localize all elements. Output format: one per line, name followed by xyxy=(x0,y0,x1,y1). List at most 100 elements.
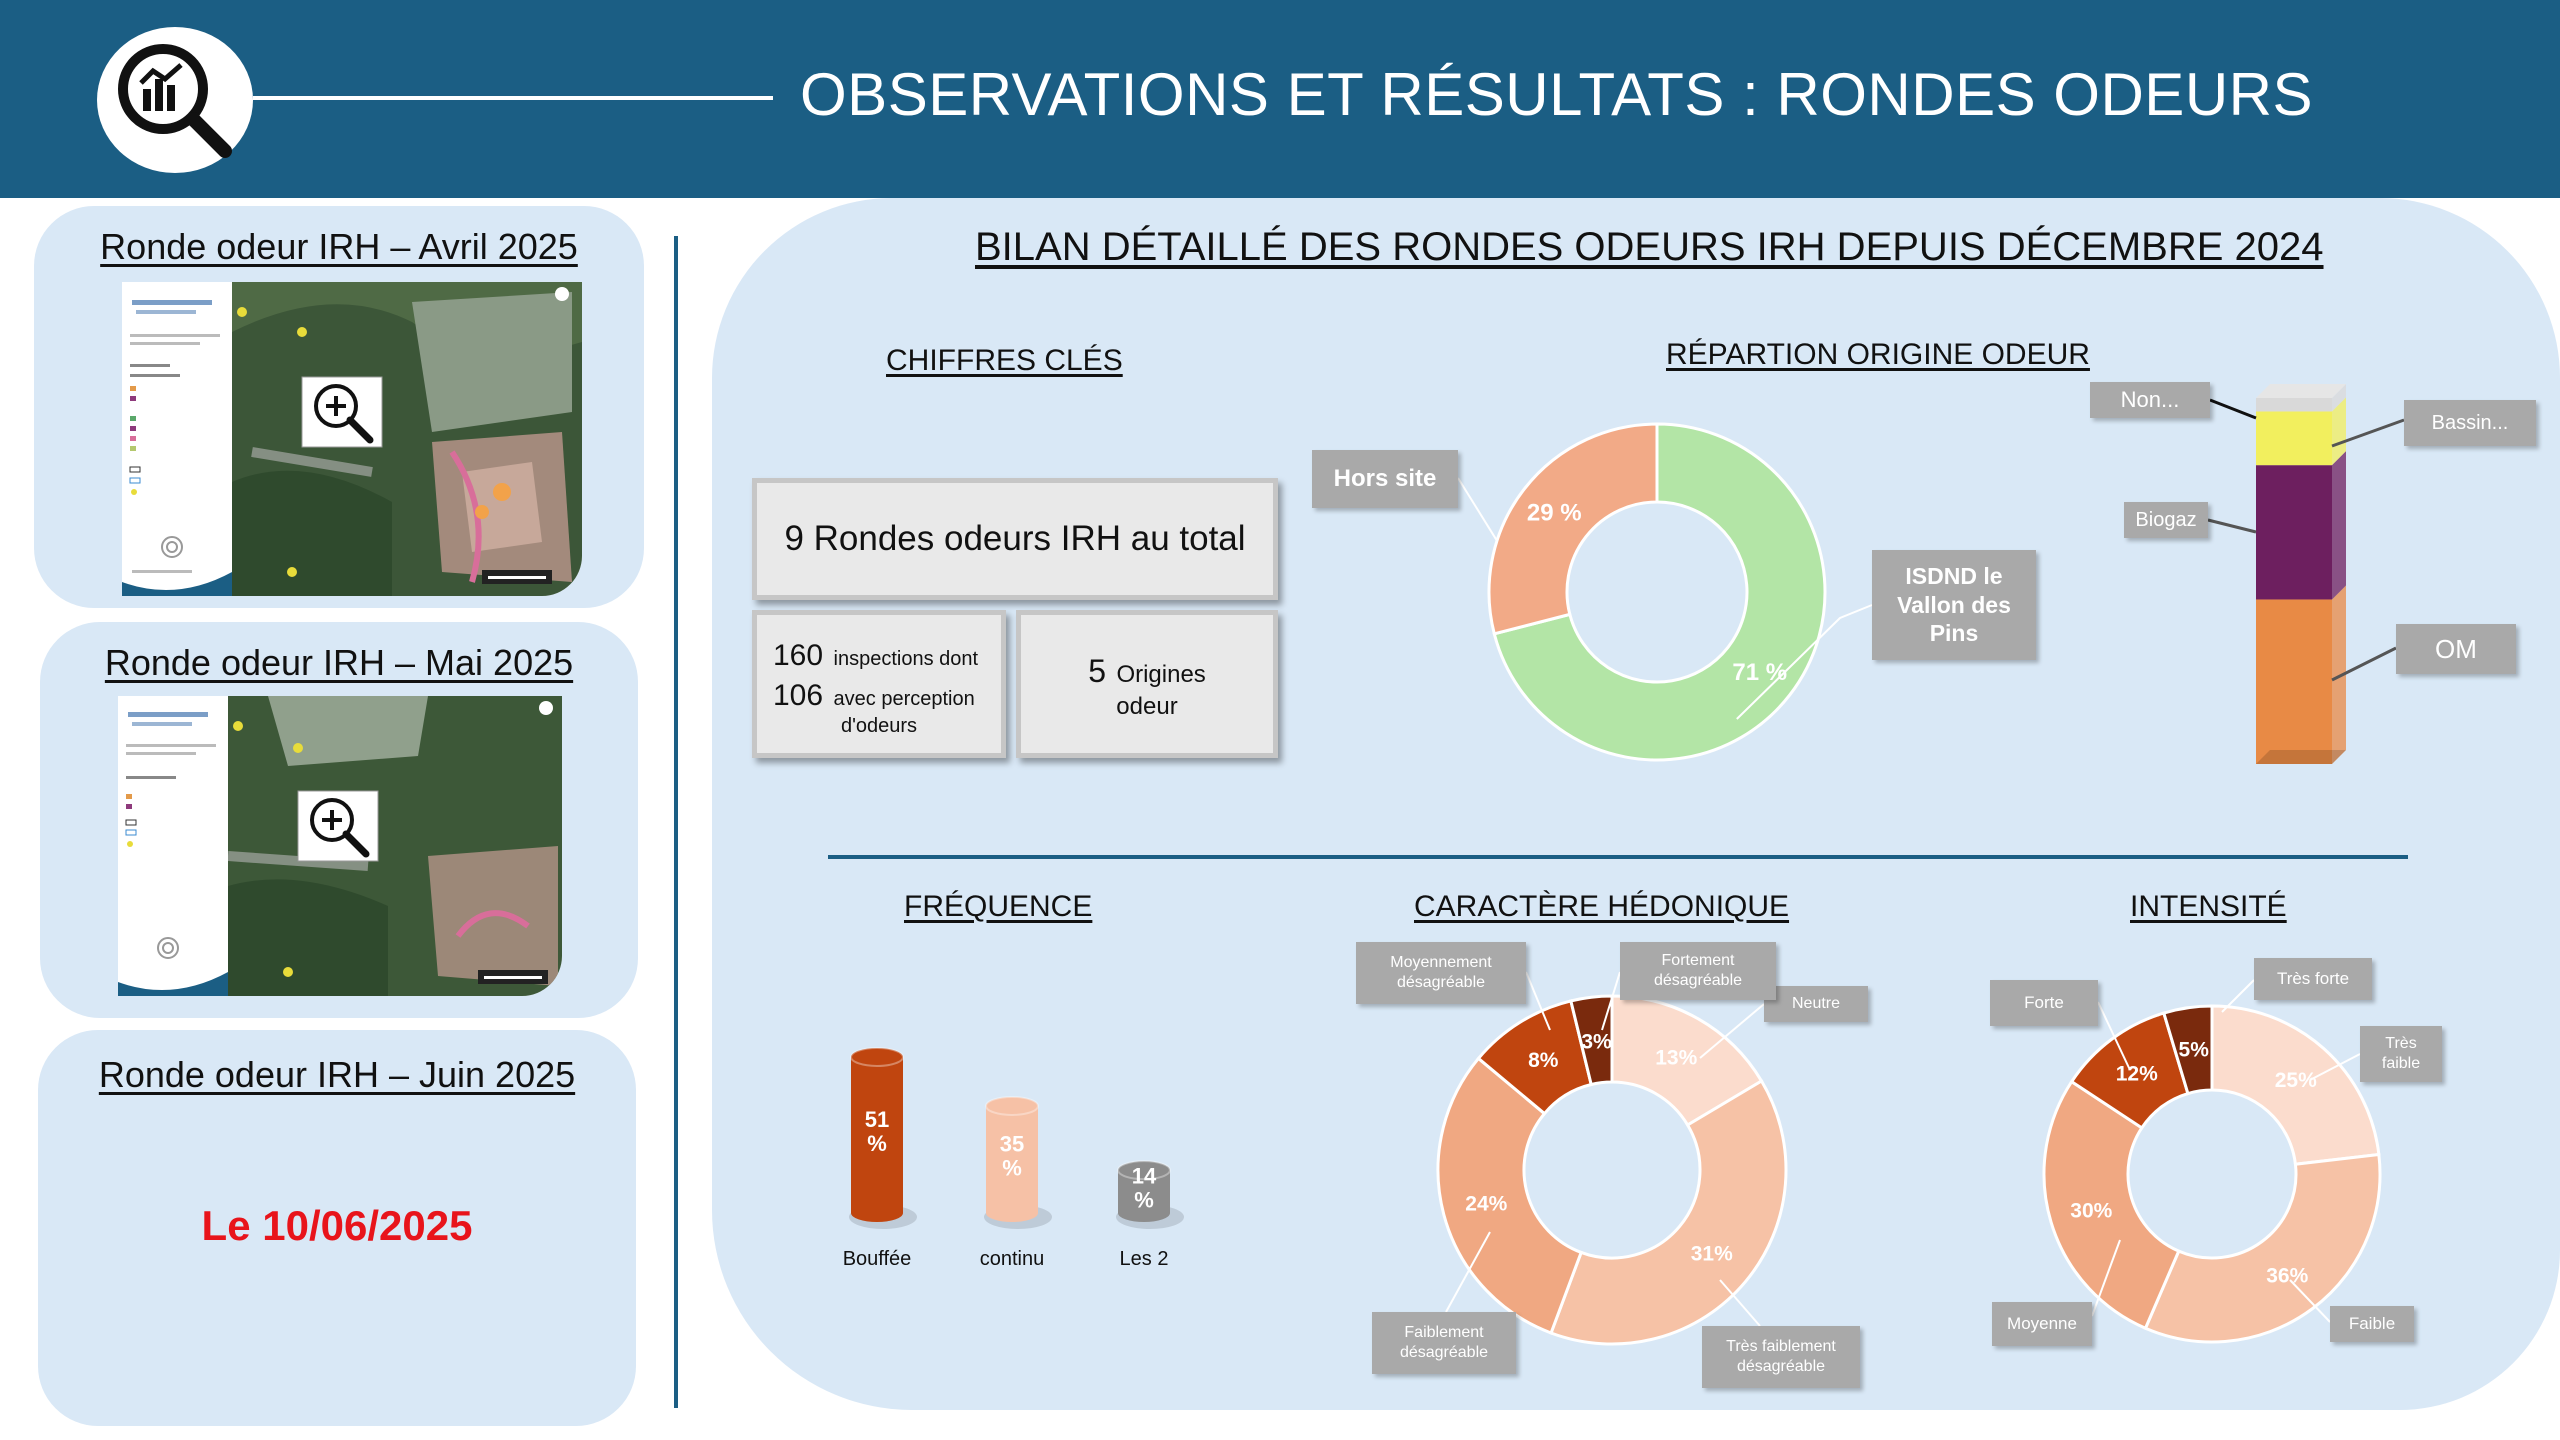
frequency-category-les-2: Les 2 xyxy=(1120,1248,1169,1270)
origin-label-hors-site: 29 % xyxy=(1527,500,1582,527)
frequency-value-continu: 35% xyxy=(1000,1131,1024,1180)
hedonic-callout-fortement-desagreable: Fortement désagréable xyxy=(1620,942,1776,1000)
map-legend xyxy=(122,282,232,596)
hedonic-label-moyennement-desagreable: 8% xyxy=(1528,1049,1559,1072)
frequency-value-les-2: 14% xyxy=(1132,1164,1157,1213)
perception-label: avec perception xyxy=(833,688,975,710)
intensity-callout-forte: Forte xyxy=(1990,980,2098,1026)
map-legend xyxy=(118,696,228,996)
header-rule xyxy=(253,96,773,100)
stack-callout-om: OM xyxy=(2396,624,2516,674)
stack-callout-bassin: Bassin... xyxy=(2404,400,2536,446)
stack-leader-non xyxy=(2209,398,2257,420)
intensity-leader-faible xyxy=(2289,1279,2331,1323)
total-rounds-text: 9 Rondes odeurs IRH au total xyxy=(784,519,1246,558)
intensity-callout-tres-forte: Très forte xyxy=(2254,958,2372,1000)
stack-segment-om xyxy=(2256,599,2332,764)
vertical-divider xyxy=(674,236,678,1408)
hedonic-callout-tres-faiblement-desagreable: Très faiblement désagréable xyxy=(1702,1326,1860,1388)
stack-callout-biogaz: Biogaz xyxy=(2124,502,2208,538)
intensity-label-moyenne: 30% xyxy=(2070,1199,2112,1222)
frequency-bar-top-les-2 xyxy=(1117,1160,1171,1181)
hedonic-slice-faiblement-desagreable xyxy=(1436,1056,1584,1335)
intensity-label-forte: 12% xyxy=(2116,1062,2158,1085)
card-title-juin: Ronde odeur IRH – Juin 2025 xyxy=(98,1054,576,1095)
page-title: OBSERVATIONS ET RÉSULTATS : RONDES ODEUR… xyxy=(800,61,2313,128)
hedonic-leader-tres-faiblement-desagreable xyxy=(1719,1279,1761,1327)
hedonic-callout-neutre: Neutre xyxy=(1764,986,1868,1022)
frequency-bar-top-continu xyxy=(985,1095,1039,1116)
intensity-leader-tres-forte xyxy=(2221,979,2255,1013)
hedonic-leader-moyennement-desagreable xyxy=(1525,971,1551,1031)
total-rounds-box: 9 Rondes odeurs IRH au total xyxy=(752,478,1278,600)
inspections-box: 160 inspections dont 106 avec perception… xyxy=(752,610,1006,758)
intensity-label-tres-forte: 5% xyxy=(2179,1039,2210,1062)
frequency-category-continu: continu xyxy=(980,1248,1045,1270)
intensity-slice-tres-faible xyxy=(2210,1004,2381,1166)
origin-chart-title: RÉPARTION ORIGINE ODEUR xyxy=(1666,338,2090,371)
hedonic-leader-fortement-desagreable xyxy=(1601,971,1621,1031)
origin-label-isdnd-le-vallon-des-pins: 71 % xyxy=(1732,659,1787,686)
stack-segment-side-biogaz xyxy=(2332,451,2346,600)
map-thumbnail-mai[interactable] xyxy=(118,696,562,996)
intensity-slice-tres-forte xyxy=(2161,1004,2214,1096)
intensity-leader-moyenne xyxy=(2091,1239,2121,1317)
hedonic-label-tres-faiblement-desagreable: 31% xyxy=(1691,1243,1733,1266)
hedonic-leader-neutre xyxy=(1699,1003,1765,1059)
stack-leader-om xyxy=(2331,646,2397,682)
hedonic-label-faiblement-desagreable: 24% xyxy=(1465,1193,1507,1216)
perception-label-2: d'odeurs xyxy=(840,715,918,737)
card-title-mai: Ronde odeur IRH – Mai 2025 xyxy=(104,642,574,683)
intensity-label-tres-faible: 25% xyxy=(2275,1069,2317,1092)
origin-slice-hors-site xyxy=(1487,422,1659,636)
intensity-callout-faible: Faible xyxy=(2330,1306,2414,1342)
origin-leader-isdnd-le-vallon-des-pins xyxy=(1736,604,1873,720)
stack-segment-bassin xyxy=(2256,411,2332,466)
stack-segment-side-bassin xyxy=(2332,397,2346,466)
header-bar: OBSERVATIONS ET RÉSULTATS : RONDES ODEUR… xyxy=(0,0,2560,198)
inspections-label: inspections dont xyxy=(833,648,979,670)
stack-leader-biogaz xyxy=(2207,518,2257,534)
hedonic-slice-neutre xyxy=(1610,994,1764,1128)
logo xyxy=(97,27,253,173)
hedonic-chart-title: CARACTÈRE HÉDONIQUE xyxy=(1414,890,1790,923)
stack-segment-biogaz xyxy=(2256,465,2332,600)
perception-count: 106 xyxy=(773,679,824,712)
intensity-callout-moyenne: Moyenne xyxy=(1992,1302,2092,1346)
section-separator xyxy=(828,855,2408,859)
hedonic-label-neutre: 13% xyxy=(1655,1046,1697,1069)
hedonic-leader-faiblement-desagreable xyxy=(1445,1231,1491,1313)
intensity-label-faible: 36% xyxy=(2266,1264,2308,1287)
key-figures-title: CHIFFRES CLÉS xyxy=(886,344,1123,377)
origins-box: 5 Origines odeur xyxy=(1016,610,1278,758)
inspections-count: 160 xyxy=(773,639,824,672)
intensity-slice-moyenne xyxy=(2042,1079,2181,1331)
origins-label-2: odeur xyxy=(1116,693,1178,720)
intensity-leader-tres-faible xyxy=(2309,1053,2361,1081)
hedonic-label-fortement-desagreable: 3% xyxy=(1581,1030,1612,1053)
stack-segment-side-om xyxy=(2332,585,2346,764)
hedonic-callout-faiblement-desagreable: Faiblement désagréable xyxy=(1372,1312,1516,1374)
origins-label: Origines xyxy=(1116,661,1206,688)
card-avril: Ronde odeur IRH – Avril 2025 xyxy=(34,206,644,608)
frequency-bar-top-bouffee xyxy=(850,1047,904,1067)
origin-callout-isdnd-le-vallon-des-pins: ISDND le Vallon des Pins xyxy=(1872,550,2036,660)
panel-title: BILAN DÉTAILLÉ DES RONDES ODEURS IRH DEP… xyxy=(975,225,2324,269)
stack-top-face xyxy=(2256,384,2346,398)
origin-callout-hors-site: Hors site xyxy=(1312,450,1458,508)
hedonic-callout-moyennement-desagreable: Moyennement désagréable xyxy=(1356,942,1526,1004)
origin-leader-hors-site xyxy=(1457,477,1498,542)
frequency-category-bouffee: Bouffée xyxy=(843,1248,912,1270)
stack-shadow xyxy=(2256,750,2346,764)
map-thumbnail-avril[interactable] xyxy=(122,282,582,596)
intensity-callout-tres-faible: Très faible xyxy=(2360,1026,2442,1082)
hedonic-slice-tres-faiblement-desagreable xyxy=(1549,1078,1788,1346)
card-juin: Ronde odeur IRH – Juin 2025 Le 10/06/202… xyxy=(38,1030,636,1426)
hedonic-slice-fortement-desagreable xyxy=(1569,994,1614,1087)
card-title-avril: Ronde odeur IRH – Avril 2025 xyxy=(100,226,578,267)
frequency-value-bouffee: 51% xyxy=(865,1107,889,1156)
intensity-slice-faible xyxy=(2143,1152,2382,1344)
stack-segment-non xyxy=(2256,398,2332,412)
